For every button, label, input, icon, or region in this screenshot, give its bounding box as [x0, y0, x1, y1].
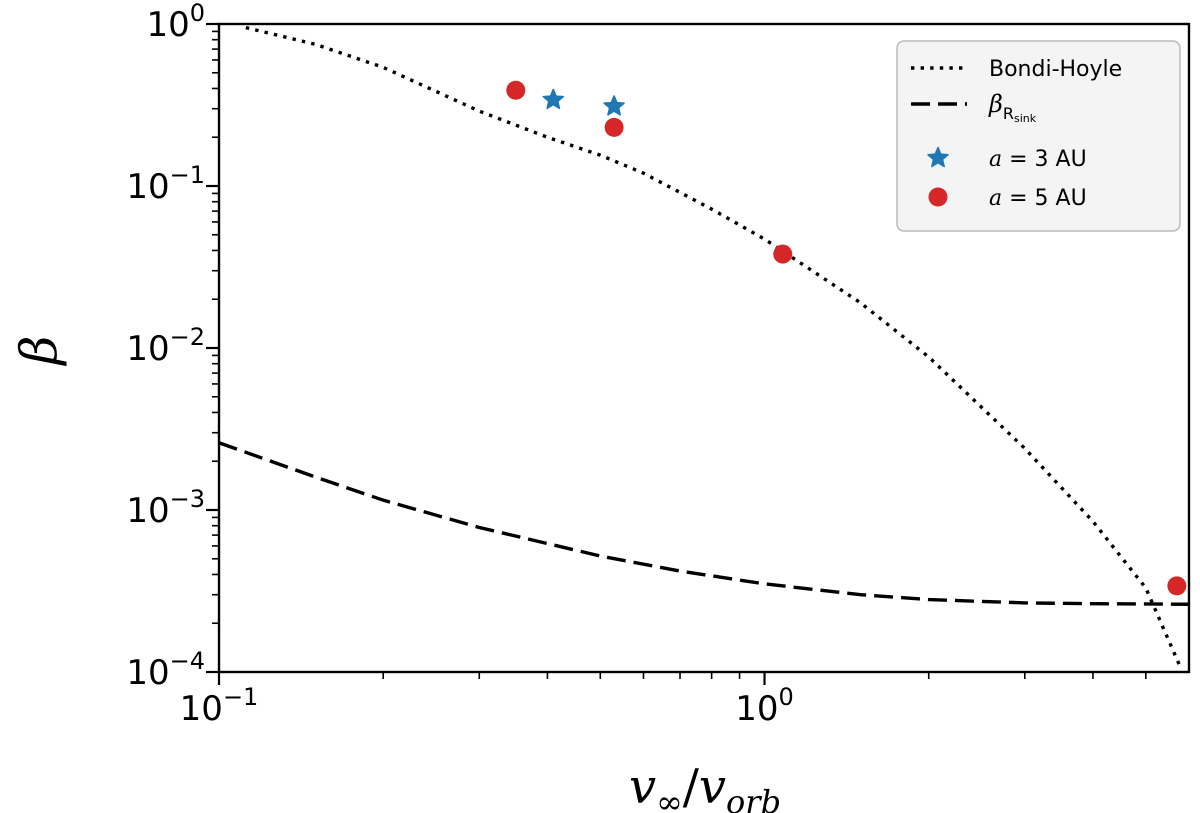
legend-label: a = 3 AU [989, 147, 1087, 172]
x-axis-label-sub-inf: ∞ [656, 783, 683, 813]
y-tick-label: 10−3 [126, 485, 205, 531]
y-tick-label: 10−4 [126, 647, 205, 693]
x-tick-label: 100 [735, 683, 794, 729]
axis-ticks [206, 22, 1147, 685]
x-tick-label: 10−1 [180, 683, 259, 729]
legend: Bondi-Hoyle βRsink a = 3 AU a = 5 AU [896, 40, 1181, 232]
legend-label: a = 5 AU [989, 186, 1087, 211]
legend-a3-swatch [927, 146, 949, 168]
tick-labels: 10−1 100 100 10−1 10−2 10−3 10−4 [126, 0, 793, 729]
beta-rsink-line [219, 441, 1189, 606]
x-axis-label-sub-orb: orb [726, 783, 781, 813]
star-marker-a3 [603, 95, 625, 116]
legend-label: βRsink [988, 90, 1037, 125]
y-axis-label: β [10, 336, 68, 367]
legend-a5-swatch [928, 187, 948, 207]
circle-marker-a5 [506, 80, 526, 100]
bondi-hoyle-line [245, 25, 1183, 670]
star-marker-a3 [542, 88, 565, 110]
legend-label: Bondi-Hoyle [989, 57, 1122, 82]
y-tick-label: 100 [146, 0, 205, 45]
x-axis-label-denominator: v [699, 759, 726, 813]
x-axis-label: v∞/vorb [629, 759, 781, 813]
x-axis-label-numerator: v [629, 759, 656, 813]
y-tick-label: 10−2 [126, 323, 205, 369]
circle-marker-a5 [604, 117, 624, 137]
plot-series [219, 25, 1189, 670]
circle-marker-a5 [773, 244, 793, 264]
x-axis-label-slash: / [683, 759, 700, 813]
circle-marker-a5 [1167, 576, 1187, 596]
y-tick-label: 10−1 [126, 161, 205, 207]
legend-frame [896, 40, 1181, 232]
